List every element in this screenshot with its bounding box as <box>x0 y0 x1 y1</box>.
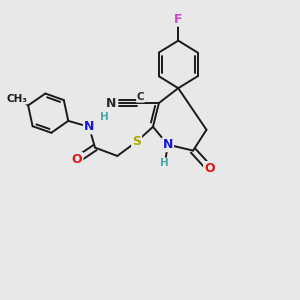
Text: S: S <box>132 135 141 148</box>
Text: O: O <box>204 162 215 175</box>
Text: C: C <box>137 92 144 102</box>
Text: F: F <box>174 13 182 26</box>
Text: N: N <box>84 120 94 133</box>
Text: O: O <box>72 153 83 166</box>
Text: N: N <box>106 97 116 110</box>
Text: H: H <box>160 158 169 168</box>
Text: CH₃: CH₃ <box>6 94 27 104</box>
Text: N: N <box>163 138 173 151</box>
Text: H: H <box>100 112 109 122</box>
